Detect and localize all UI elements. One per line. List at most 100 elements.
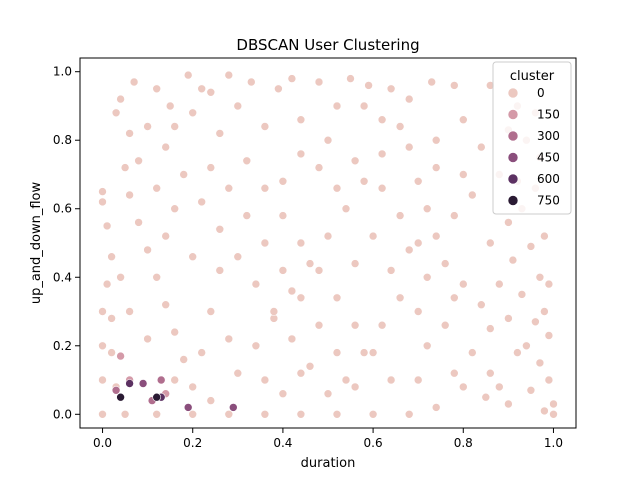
data-point	[206, 307, 216, 316]
data-point	[215, 129, 225, 138]
data-point	[504, 218, 513, 227]
data-point	[350, 382, 360, 392]
data-point	[332, 183, 342, 193]
data-point	[188, 409, 197, 419]
data-point	[170, 327, 179, 337]
data-point	[526, 242, 536, 251]
data-point	[116, 272, 125, 282]
data-point	[346, 74, 355, 83]
legend-label: 0	[537, 86, 545, 100]
data-point	[422, 204, 432, 213]
data-point	[170, 122, 179, 131]
data-point	[170, 204, 179, 213]
data-point	[224, 409, 234, 419]
data-point	[323, 389, 333, 399]
data-point	[107, 348, 116, 357]
data-point	[161, 142, 170, 152]
data-point	[404, 245, 414, 255]
data-point	[549, 399, 558, 409]
data-point	[152, 392, 161, 402]
y-tick-label: 0.8	[53, 133, 72, 147]
data-point	[404, 409, 414, 419]
data-point	[98, 197, 107, 207]
data-point	[350, 320, 360, 330]
data-point	[129, 77, 139, 87]
data-point	[242, 156, 252, 166]
data-point	[540, 231, 549, 241]
data-point	[233, 101, 243, 111]
legend: cluster 0 150 300 450 600 750	[492, 61, 572, 215]
data-point	[278, 177, 288, 186]
data-point	[504, 314, 513, 323]
data-point	[485, 238, 495, 248]
data-point	[350, 259, 360, 268]
data-point	[260, 409, 270, 419]
data-point	[314, 77, 324, 87]
data-point	[224, 334, 234, 344]
data-point	[377, 320, 387, 330]
data-point	[359, 348, 369, 357]
data-point	[449, 368, 459, 378]
data-point	[98, 187, 107, 196]
data-point	[116, 392, 125, 402]
data-point	[427, 77, 437, 87]
data-point	[111, 108, 121, 118]
data-point	[107, 314, 116, 323]
x-tick-label: 0.0	[93, 436, 112, 450]
data-point	[296, 238, 306, 248]
y-tick-label: 0.0	[53, 407, 72, 421]
data-point	[413, 177, 423, 186]
data-point	[404, 142, 414, 152]
data-point	[242, 211, 252, 220]
chart-title: DBSCAN User Clustering	[236, 36, 419, 54]
data-point	[449, 293, 459, 303]
data-point	[332, 101, 342, 111]
data-point	[314, 320, 324, 330]
data-point	[125, 307, 134, 316]
data-point	[197, 348, 206, 357]
legend-label: 300	[537, 129, 560, 143]
data-point	[517, 290, 527, 299]
data-point	[296, 293, 306, 303]
legend-label: 600	[537, 172, 560, 186]
data-point	[544, 331, 554, 340]
data-point	[260, 183, 270, 193]
data-point	[111, 385, 121, 395]
data-point	[513, 348, 522, 357]
data-point	[377, 115, 387, 124]
data-point	[98, 307, 107, 316]
data-point	[341, 375, 351, 385]
y-axis-ticks: 0.0 0.2 0.4 0.6 0.8 1.0	[53, 65, 80, 421]
data-point	[323, 231, 333, 241]
data-point	[413, 307, 423, 316]
data-point	[386, 266, 396, 275]
y-tick-label: 0.2	[53, 339, 72, 353]
data-point	[476, 142, 486, 152]
data-point	[522, 341, 531, 351]
data-point	[540, 307, 549, 316]
data-point	[535, 358, 545, 368]
data-point	[508, 255, 518, 265]
data-point	[170, 375, 179, 385]
x-tick-label: 0.8	[454, 436, 473, 450]
y-tick-label: 1.0	[53, 65, 72, 79]
data-point	[431, 403, 441, 412]
data-point	[260, 122, 270, 131]
data-point	[197, 197, 206, 207]
data-point	[229, 403, 238, 412]
data-point	[107, 252, 116, 262]
data-point	[386, 84, 396, 94]
data-point	[260, 238, 270, 248]
data-point	[485, 324, 495, 333]
legend-entries: 0 150 300 450 600 750	[507, 86, 560, 208]
data-point	[215, 225, 225, 234]
data-point	[350, 156, 360, 166]
x-axis-label: duration	[301, 456, 356, 471]
data-point	[481, 392, 491, 402]
data-point	[143, 334, 152, 344]
data-point	[247, 77, 256, 87]
data-point	[183, 403, 193, 412]
data-point	[165, 101, 175, 111]
